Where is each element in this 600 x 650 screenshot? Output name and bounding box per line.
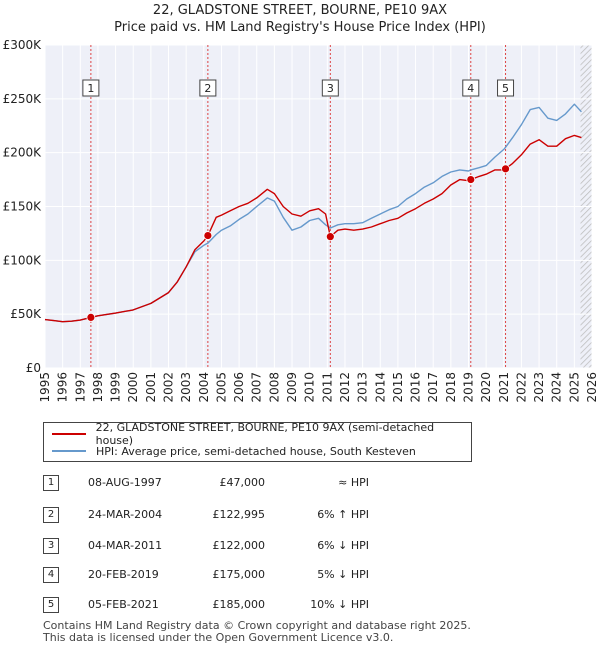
x-tick-label: 2008 <box>267 372 281 403</box>
legend-label-hpi: HPI: Average price, semi-detached house,… <box>96 444 416 458</box>
y-tick-label: £0 <box>26 361 41 375</box>
sale-marker-box <box>199 79 217 97</box>
x-tick-label: 2020 <box>479 372 493 403</box>
sale-hpi-relation: ≈ HPI <box>338 476 369 489</box>
sale-date: 04-MAR-2011 <box>88 539 163 552</box>
sale-point <box>501 164 510 174</box>
sale-date: 05-FEB-2021 <box>88 598 159 611</box>
sale-marker-box <box>497 79 515 97</box>
y-tick-label: £100K <box>3 253 43 267</box>
chart-title-line2: Price paid vs. HM Land Registry's House … <box>114 20 486 35</box>
x-tick-label: 1997 <box>73 372 87 403</box>
sale-price: £122,000 <box>212 539 266 552</box>
x-tick-label: 2001 <box>144 372 158 403</box>
chart-title-line1: 22, GLADSTONE STREET, BOURNE, PE10 9AX <box>152 3 448 18</box>
x-tick-label: 2009 <box>285 372 299 403</box>
x-tick-label: 2024 <box>550 372 564 403</box>
sale-date: 20-FEB-2019 <box>88 568 159 581</box>
x-tick-label: 2016 <box>409 372 423 403</box>
x-tick-label: 2012 <box>338 372 352 403</box>
x-tick-label: 2013 <box>356 372 370 403</box>
x-tick-label: 2014 <box>373 372 387 403</box>
sale-date: 24-MAR-2004 <box>88 508 163 521</box>
sale-price: £122,995 <box>212 508 266 521</box>
sale-hpi-relation: 6% ↑ HPI <box>317 508 369 521</box>
x-tick-label: 2025 <box>567 372 581 403</box>
legend-item-property: 22, GLADSTONE STREET, BOURNE, PE10 9AX (… <box>52 421 471 447</box>
legend-swatch-hpi <box>52 450 86 452</box>
table-row: 4 20-FEB-2019 £175,000 5% ↓ HPI <box>43 567 443 585</box>
sale-marker-number: 5 <box>502 82 509 95</box>
sale-marker-number: 2 <box>204 82 211 95</box>
x-tick-label: 2023 <box>532 372 546 403</box>
y-tick-label: £250K <box>3 92 43 106</box>
sale-point <box>466 175 476 184</box>
x-tick-label: 1996 <box>56 372 70 403</box>
y-tick-label: £150K <box>3 200 43 214</box>
sale-marker-box <box>462 79 480 97</box>
table-row: 2 24-MAR-2004 £122,995 6% ↑ HPI <box>43 507 443 525</box>
sale-marker-number: 3 <box>327 82 334 95</box>
y-tick-label: £300K <box>3 38 43 52</box>
sale-date: 08-AUG-1997 <box>88 476 162 489</box>
x-tick-label: 2021 <box>497 372 511 403</box>
y-tick-label: £50K <box>10 307 42 321</box>
x-tick-label: 2007 <box>250 372 264 403</box>
sale-price: £175,000 <box>212 568 266 581</box>
x-tick-label: 2002 <box>162 372 176 403</box>
x-tick-label: 2003 <box>179 372 193 403</box>
x-tick-label: 1999 <box>109 372 123 403</box>
x-tick-label: 2006 <box>232 372 246 403</box>
x-tick-label: 2010 <box>303 372 317 403</box>
sale-point <box>325 232 335 242</box>
sale-number-badge: 3 <box>43 538 59 554</box>
sale-marker-box <box>82 79 100 97</box>
chart-legend: 22, GLADSTONE STREET, BOURNE, PE10 9AX (… <box>43 421 472 462</box>
table-row: 1 08-AUG-1997 £47,000 ≈ HPI <box>43 475 443 493</box>
x-tick-label: 1995 <box>38 372 52 403</box>
x-tick-label: 2011 <box>320 372 334 403</box>
sale-point <box>203 231 213 240</box>
footer-licence: This data is licensed under the Open Gov… <box>43 631 394 644</box>
y-tick-label: £200K <box>3 146 43 160</box>
sale-marker-box <box>321 79 339 97</box>
table-row: 5 05-FEB-2021 £185,000 10% ↓ HPI <box>43 597 443 615</box>
x-tick-label: 2015 <box>391 372 405 403</box>
sale-hpi-relation: 6% ↓ HPI <box>317 539 369 552</box>
sale-hpi-relation: 10% ↓ HPI <box>310 598 369 611</box>
legend-swatch-property <box>52 433 86 435</box>
table-row: 3 04-MAR-2011 £122,000 6% ↓ HPI <box>43 538 443 556</box>
x-tick-label: 1998 <box>91 372 105 403</box>
legend-item-hpi: HPI: Average price, semi-detached house,… <box>52 443 416 459</box>
x-tick-label: 2019 <box>461 372 475 403</box>
sale-marker-number: 4 <box>467 82 474 95</box>
sale-hpi-relation: 5% ↓ HPI <box>317 568 369 581</box>
x-tick-label: 2004 <box>197 372 211 403</box>
sale-number-badge: 2 <box>43 507 59 523</box>
sale-price: £185,000 <box>212 598 266 611</box>
footer-copyright: Contains HM Land Registry data © Crown c… <box>43 619 471 632</box>
sale-number-badge: 5 <box>43 597 59 613</box>
x-tick-label: 2017 <box>426 372 440 403</box>
legend-label-property: 22, GLADSTONE STREET, BOURNE, PE10 9AX (… <box>95 421 435 447</box>
x-tick-label: 2018 <box>444 372 458 403</box>
sale-marker-number: 1 <box>87 82 94 95</box>
x-tick-label: 2026 <box>585 372 599 403</box>
x-tick-label: 2005 <box>214 372 228 403</box>
sale-number-badge: 1 <box>43 475 59 491</box>
x-tick-label: 2022 <box>514 372 528 403</box>
sale-point <box>86 312 96 322</box>
sale-price: £47,000 <box>219 476 266 489</box>
sale-number-badge: 4 <box>43 567 59 583</box>
x-tick-label: 2000 <box>126 372 140 403</box>
